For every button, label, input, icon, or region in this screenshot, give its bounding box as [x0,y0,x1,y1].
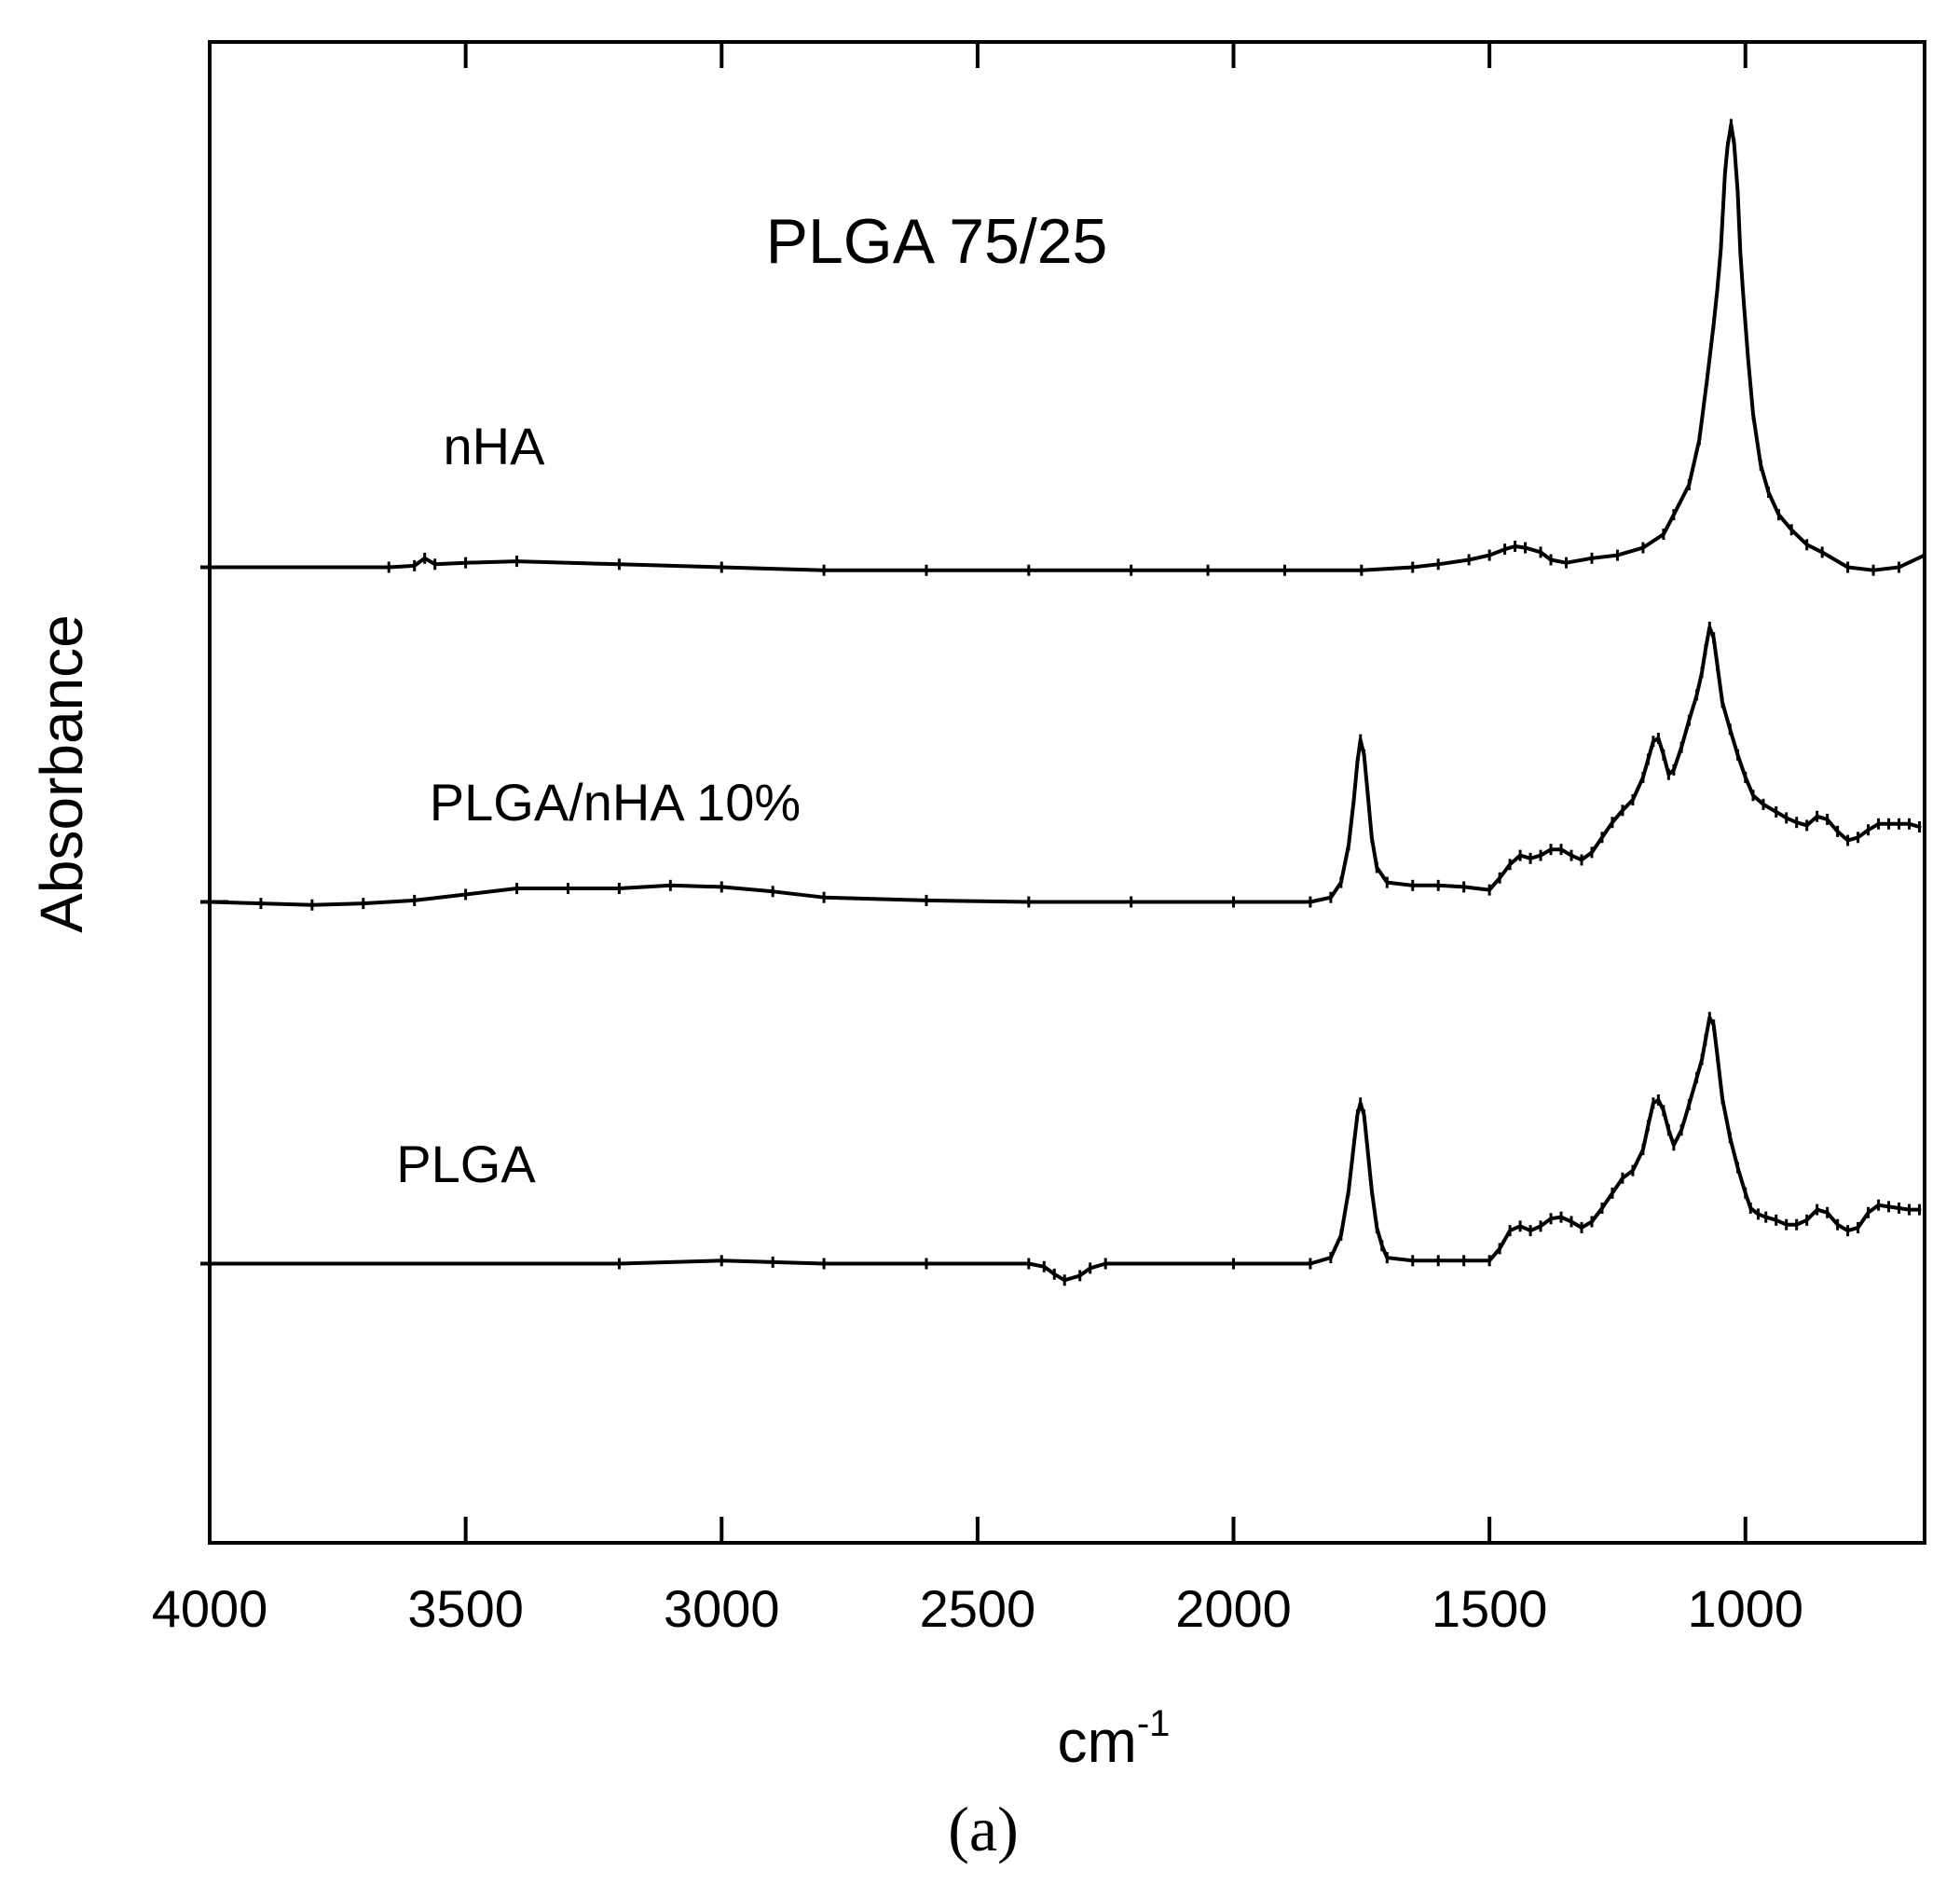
x-tick-label-1500: 1500 [1432,1579,1548,1638]
panel-label: (a) [948,1794,1018,1864]
x-tick-label-4000: 4000 [152,1579,268,1638]
x-tick-layer: 4000 3500 3000 2500 2000 1500 1000 [152,42,1803,1638]
x-tick-label-3500: 3500 [407,1579,524,1638]
x-axis-label-unit: cm [1058,1708,1137,1775]
chart-title: PLGA 75/25 [766,206,1108,277]
series-line-plga-nha-10 [208,625,1922,907]
series-layer [208,118,1926,1286]
x-axis-label-exponent: -1 [1137,1703,1171,1744]
series-label-plga-nha-10: PLGA/nHA 10% [430,773,801,832]
series-line-plga [208,1015,1922,1283]
x-tick-label-3000: 3000 [664,1579,780,1638]
y-axis-label: Absorbance [28,614,95,933]
plot-frame [208,40,1926,1545]
y-tick-layer [200,565,228,1266]
x-axis-label: cm-1 [1058,1703,1171,1775]
series-label-plga: PLGA [396,1135,536,1193]
series-label-nha: nHA [444,417,546,475]
series-line-nha [208,122,1926,572]
x-tick-label-1000: 1000 [1687,1579,1803,1638]
x-tick-label-2000: 2000 [1175,1579,1292,1638]
x-tick-label-2500: 2500 [920,1579,1036,1638]
